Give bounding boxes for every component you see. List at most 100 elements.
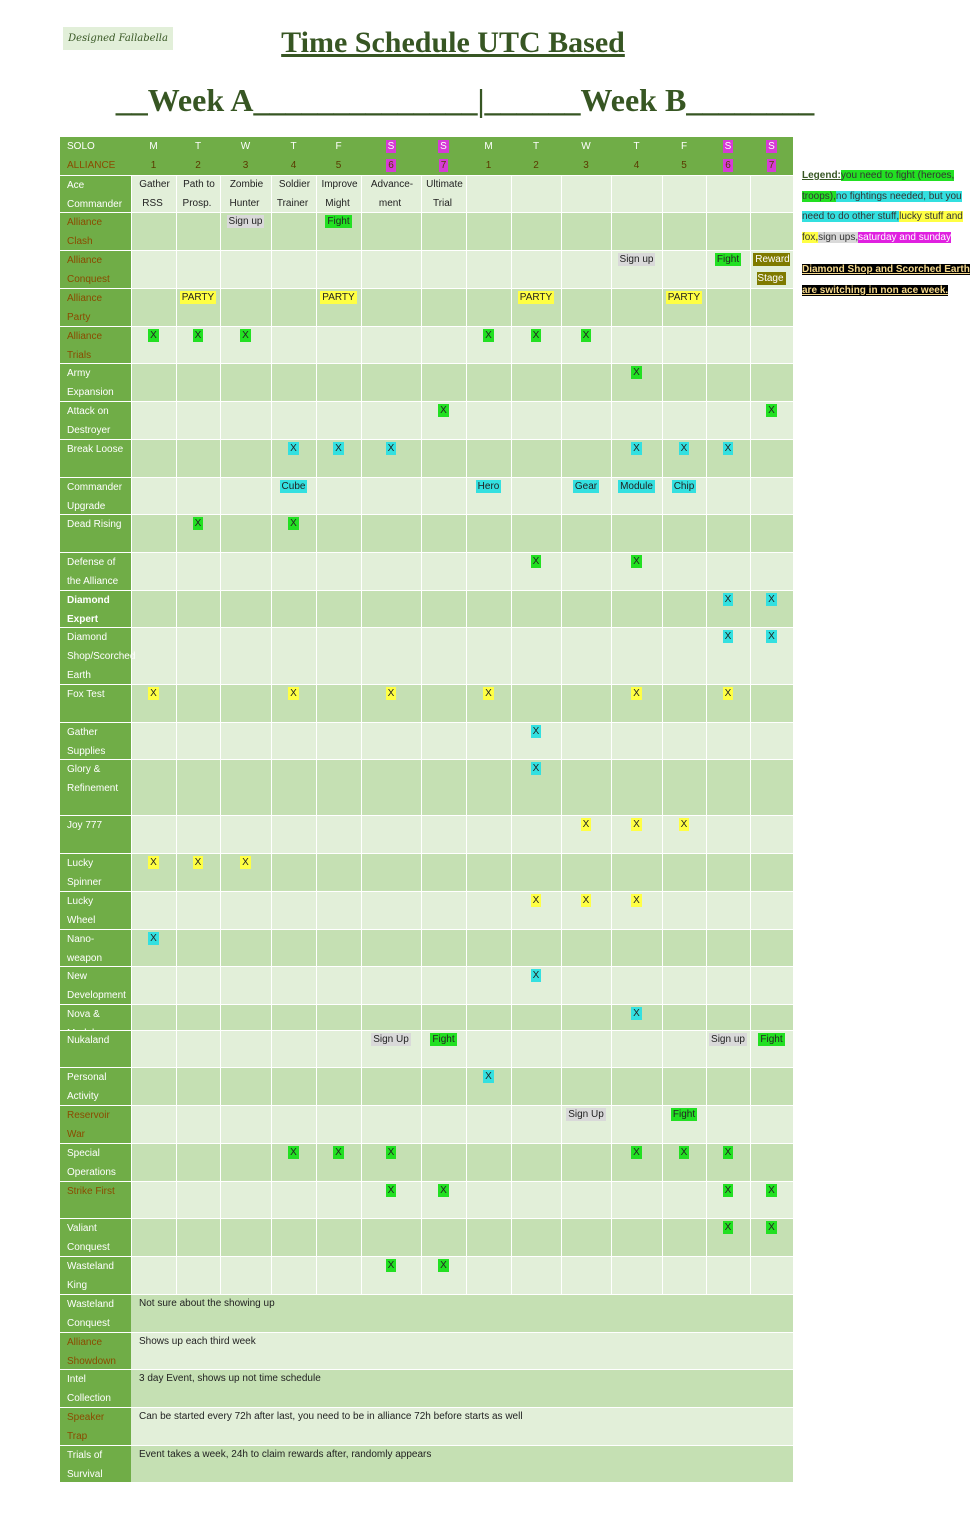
cell-border [220,891,221,929]
cell-border [466,722,467,759]
cell-text: X [766,630,777,643]
cell-border [466,326,467,363]
legend: Legend:you need to fight (heroes, troops… [802,166,972,301]
row-bg [131,175,793,212]
cell-border [466,1067,467,1105]
cell-border [271,1067,272,1105]
cell-border [466,477,467,514]
cell-border [361,439,362,477]
cell-text: Fight [430,1033,457,1046]
cell-border [316,175,317,212]
cell-border [662,1256,663,1294]
cell-border [131,1105,132,1143]
cell-border [271,401,272,439]
cell-border [750,1218,751,1256]
row-label: Valiant Conquest [60,1218,131,1256]
row-note: Can be started every 72h after last, you… [139,1411,523,1422]
cell-border [466,250,467,288]
cell-border [421,929,422,966]
cell-border [316,966,317,1004]
cell-border [421,1105,422,1143]
cell-border [271,1181,272,1218]
cell-text: X [148,932,159,945]
cell-border [561,363,562,401]
schedule-cell: X [316,439,361,477]
cell-border [421,514,422,552]
cell-text: X [530,329,542,342]
cell-border [220,288,221,326]
schedule-cell: X [706,684,750,722]
cell-border [466,1030,467,1067]
cell-text: Sign up [617,253,656,266]
cell-border [131,477,132,514]
cell-border [176,326,177,363]
cell-border [316,439,317,477]
cell-border [511,1004,512,1030]
cell-border [220,363,221,401]
cell-border [176,175,177,212]
row-label: Gather Supplies [60,722,131,759]
cell-border [662,401,663,439]
cell-border [561,288,562,326]
cell-text: Reward Stage [753,253,790,285]
schedule-cell: Sign up [611,250,662,288]
schedule-cell: X [706,1143,750,1181]
cell-border [316,477,317,514]
cell-border [271,552,272,590]
day-number-cell: 5 [662,156,706,175]
cell-border [271,1004,272,1030]
schedule-cell: X [466,326,511,363]
row-bg [131,1294,793,1332]
day-number-cell: 3 [561,156,611,175]
row-bg [131,627,793,684]
cell-border [176,966,177,1004]
cell-border [662,590,663,627]
cell-border [421,1143,422,1181]
row-bg [131,1407,793,1445]
schedule-cell: X [131,853,176,891]
cell-border [662,722,663,759]
row-label: Defense of the Alliance [60,552,131,590]
day-letter: F [680,141,688,152]
cell-border [220,1004,221,1030]
cell-border [361,759,362,815]
cell-border [561,439,562,477]
cell-border [561,175,562,212]
cell-border [421,1218,422,1256]
cell-border [662,684,663,722]
day-number: 4 [633,160,640,171]
cell-text: X [288,442,299,455]
cell-border [220,1067,221,1105]
schedule-cell: Sign Up [361,1030,421,1067]
cell-border [316,1030,317,1067]
cell-border [662,288,663,326]
row-bg [131,1256,793,1294]
cell-border [220,250,221,288]
day-cell: M [131,137,176,156]
cell-border [662,815,663,853]
schedule-cell: X [511,326,561,363]
cell-border [131,439,132,477]
cell-border [421,175,422,212]
cell-border [750,1030,751,1067]
cell-border [176,627,177,684]
cell-text: Zombie Hunter [229,179,264,209]
cell-border [316,1067,317,1105]
cell-border [220,401,221,439]
schedule-cell: PARTY [316,288,361,326]
cell-border [421,363,422,401]
day-number-cell: 6 [706,156,750,175]
cell-border [750,250,751,288]
cell-border [511,363,512,401]
cell-border [511,326,512,363]
cell-border [316,212,317,250]
row-bg [131,891,793,929]
cell-border [750,1143,751,1181]
cell-border [220,853,221,891]
row-label: Commander Upgrade [60,477,131,514]
cell-border [271,759,272,815]
day-letter: S [766,140,777,153]
cell-border [662,477,663,514]
cell-border [511,1143,512,1181]
